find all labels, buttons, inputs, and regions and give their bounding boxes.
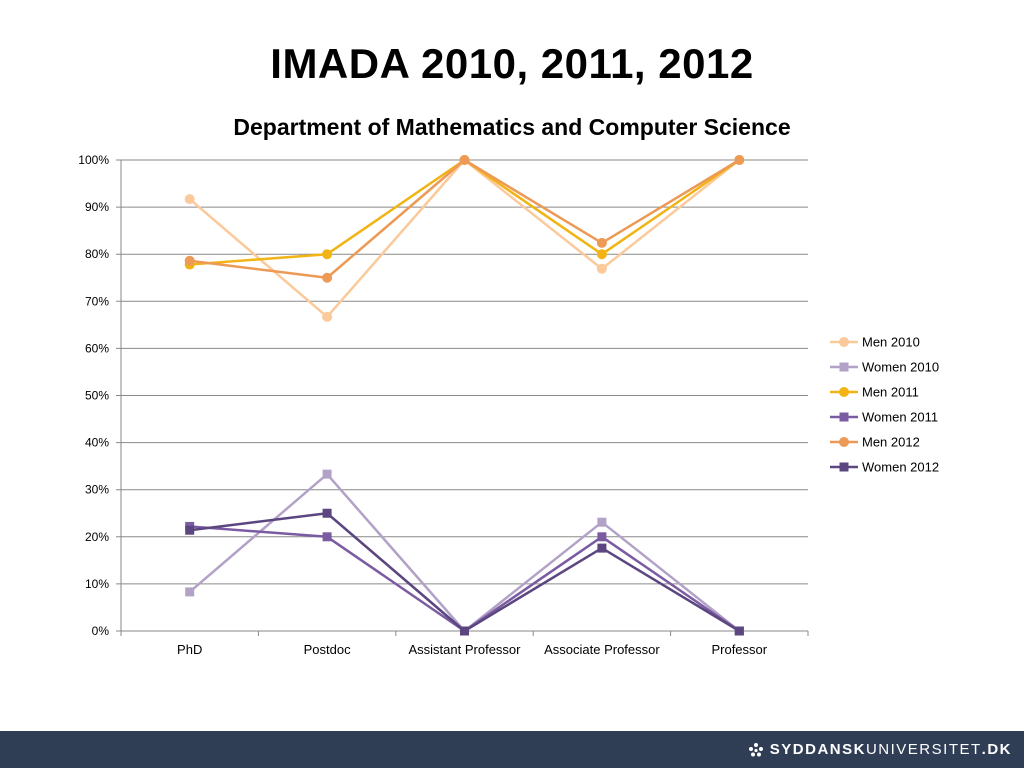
data-point — [734, 155, 745, 165]
data-point — [185, 525, 195, 535]
y-tick-label: 90% — [85, 200, 109, 214]
legend-marker — [839, 462, 849, 472]
y-tick-label: 50% — [85, 389, 109, 403]
x-tick-label: PhD — [177, 642, 202, 657]
y-tick-label: 100% — [78, 153, 109, 167]
data-point — [734, 626, 744, 636]
brand-light: UNIVERSITET — [865, 741, 982, 758]
university-brand[interactable]: SYDDANSK UNIVERSITET .DK — [748, 741, 1012, 758]
legend-marker — [839, 437, 849, 447]
legend-marker — [839, 412, 849, 422]
x-tick-label: Assistant Professor — [409, 642, 522, 657]
series-line — [189, 158, 741, 266]
y-tick-label: 40% — [85, 436, 109, 450]
data-point — [184, 194, 195, 205]
x-tick-label: Postdoc — [304, 642, 351, 657]
data-point — [596, 237, 607, 248]
series-line — [188, 158, 741, 319]
x-tick-label: Associate Professor — [544, 642, 660, 657]
y-tick-label: 10% — [85, 577, 109, 591]
legend-label: Women 2010 — [862, 360, 939, 375]
sdu-crown-icon — [748, 742, 763, 756]
y-tick-label: 60% — [85, 341, 109, 355]
brand-suffix: .DK — [981, 741, 1012, 758]
data-point — [322, 508, 332, 518]
data-point — [459, 155, 470, 165]
y-tick-label: 0% — [92, 624, 110, 638]
legend-marker — [839, 362, 849, 372]
data-point — [596, 249, 607, 260]
series-line — [188, 472, 741, 633]
data-point — [322, 311, 333, 322]
legend-marker — [839, 337, 849, 347]
x-tick-label: Professor — [711, 642, 767, 657]
data-point — [596, 263, 607, 274]
slide-title: IMADA 2010, 2011, 2012 — [270, 40, 754, 87]
y-tick-label: 30% — [85, 483, 109, 497]
data-point — [597, 543, 607, 553]
y-tick-label: 70% — [85, 294, 109, 308]
legend-label: Men 2011 — [862, 385, 919, 400]
legend-label: Women 2012 — [862, 460, 939, 475]
data-point — [597, 532, 607, 542]
legend-label: Men 2012 — [862, 435, 920, 450]
data-point — [322, 272, 333, 283]
data-point — [597, 517, 607, 527]
data-point — [460, 626, 469, 636]
series-line — [189, 158, 740, 279]
brand-bold: SYDDANSK — [769, 741, 866, 758]
footer-bar: SYDDANSK UNIVERSITET .DK — [0, 731, 1024, 768]
chart-title: Department of Mathematics and Computer S… — [233, 114, 791, 140]
series-line — [189, 512, 740, 633]
series-line — [189, 525, 741, 633]
y-tick-label: 80% — [85, 247, 109, 261]
legend-label: Men 2010 — [862, 335, 920, 350]
data-point — [185, 587, 195, 597]
data-point — [322, 249, 333, 260]
legend-label: Women 2011 — [862, 410, 938, 425]
line-chart: 0% 10% 20% 30% 40% 50% 60% 70% 80% 90% 100% PhD Post… — [78, 153, 939, 657]
data-point — [322, 469, 332, 479]
legend-marker — [839, 387, 849, 397]
y-tick-label: 20% — [85, 530, 109, 544]
data-point — [184, 255, 195, 266]
data-point — [322, 532, 332, 542]
